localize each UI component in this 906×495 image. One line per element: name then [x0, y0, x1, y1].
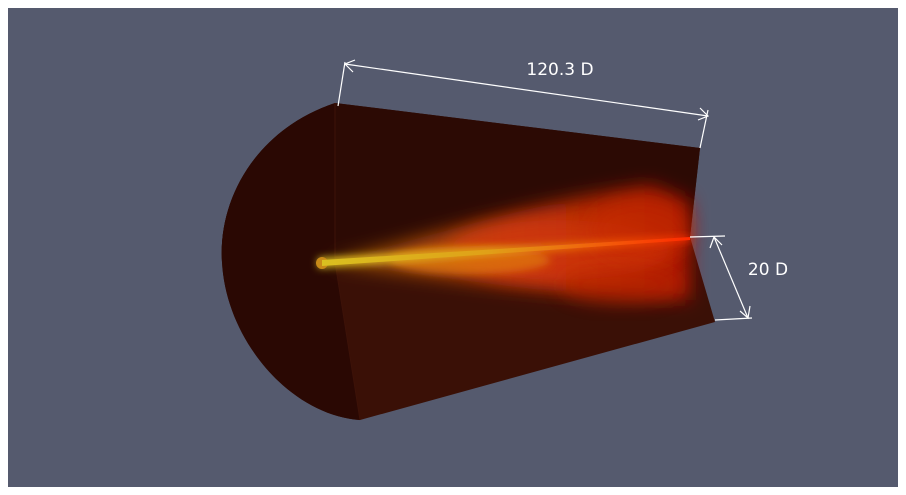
page: 120.3 D 20 D (() => { const data = JSON.… — [0, 0, 906, 495]
render-view: 120.3 D 20 D — [0, 0, 906, 495]
length-label: 120.3 D — [526, 60, 593, 80]
radius-label: 20 D — [748, 260, 788, 280]
